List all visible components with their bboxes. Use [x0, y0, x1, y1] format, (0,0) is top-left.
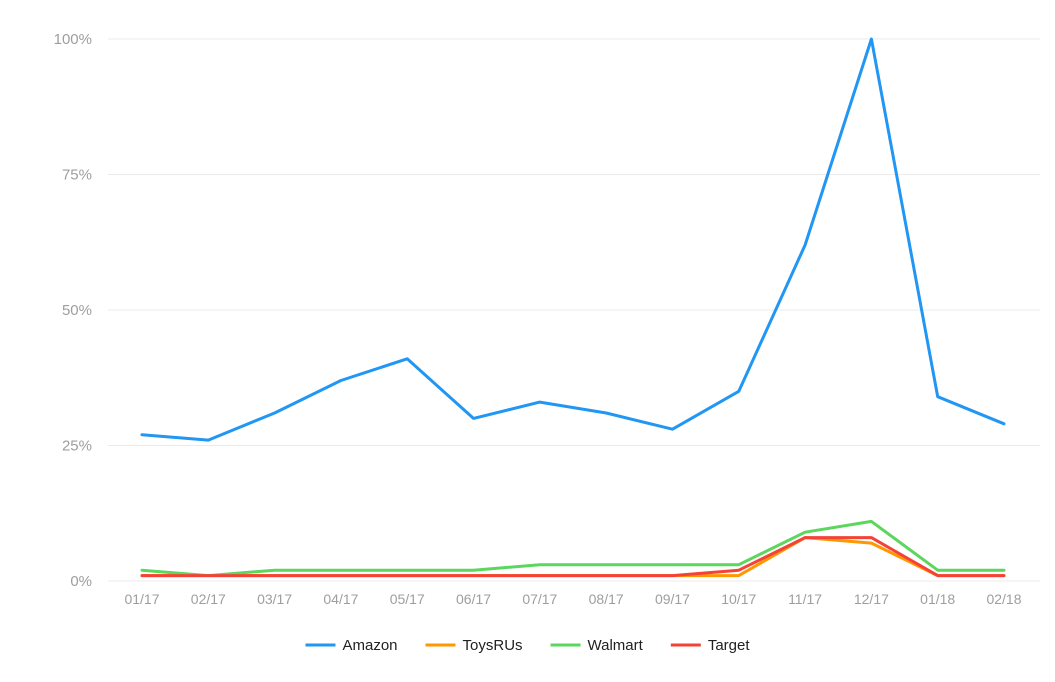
x-tick-label: 03/17: [257, 591, 292, 607]
grid: [108, 38, 1040, 582]
legend-label: ToysRUs: [463, 637, 523, 654]
y-axis: 0% 25% 50% 75% 100%: [54, 31, 92, 590]
x-tick-label: 06/17: [456, 591, 491, 607]
x-tick-label: 02/18: [986, 591, 1021, 607]
legend-item-toysrus[interactable]: ToysRUs: [425, 637, 523, 654]
x-tick-label: 11/17: [788, 591, 822, 607]
y-tick-label: 50%: [62, 302, 92, 319]
y-tick-label: 75%: [62, 167, 92, 184]
y-tick-label: 0%: [70, 573, 92, 590]
x-tick-label: 09/17: [655, 591, 690, 607]
legend: Amazon ToysRUs Walmart Target: [305, 637, 750, 654]
legend-label: Amazon: [342, 637, 397, 654]
x-tick-label: 12/17: [854, 591, 889, 607]
y-tick-label: 25%: [62, 438, 92, 455]
series-line-target: [140, 536, 1006, 578]
x-axis: 01/17 02/17 03/17 04/17 05/17 06/17 07/17 08/17…: [124, 591, 1021, 607]
legend-item-target[interactable]: Target: [670, 637, 751, 654]
x-tick-label: 05/17: [390, 591, 425, 607]
x-tick-label: 07/17: [522, 591, 557, 607]
series-line-walmart: [140, 519, 1006, 578]
plot-area: [140, 37, 1006, 578]
y-tick-label: 100%: [54, 31, 92, 48]
series-line-amazon: [140, 37, 1006, 442]
x-tick-label: 01/17: [124, 591, 159, 607]
legend-item-walmart[interactable]: Walmart: [550, 637, 644, 654]
x-tick-label: 08/17: [589, 591, 624, 607]
x-tick-label: 04/17: [323, 591, 358, 607]
legend-item-amazon[interactable]: Amazon: [305, 637, 398, 654]
x-tick-label: 01/18: [920, 591, 955, 607]
legend-label: Target: [708, 637, 751, 654]
x-tick-label: 02/17: [191, 591, 226, 607]
x-tick-label: 10/17: [721, 591, 756, 607]
legend-label: Walmart: [588, 637, 644, 654]
